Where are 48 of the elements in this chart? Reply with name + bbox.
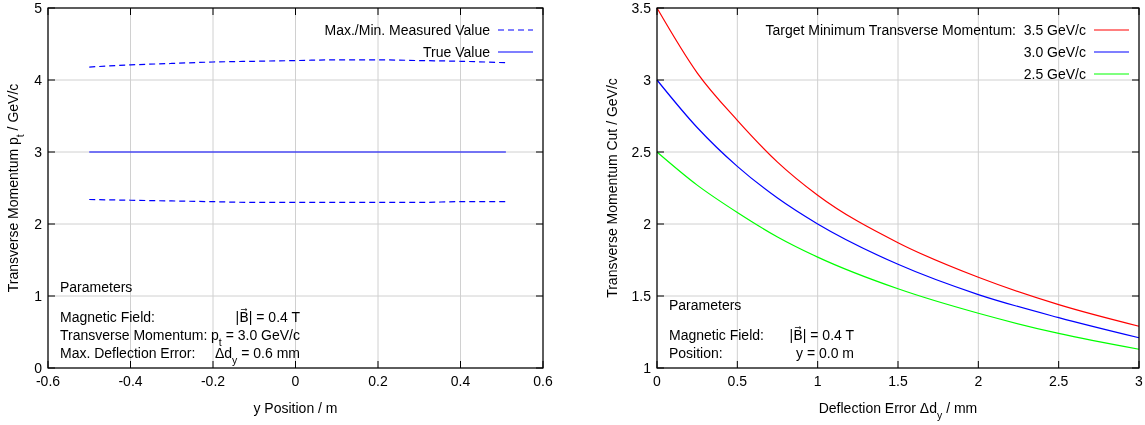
annotation: Δd$_{y}$ = 0.6 mm [214, 345, 300, 366]
y-tick-label: 3 [643, 72, 652, 88]
y-tick-label: 5 [34, 0, 43, 16]
y-axis-title: Transverse Momentum Cut / GeV/c [604, 78, 620, 298]
y-tick-label: 3.5 [631, 0, 652, 16]
y-tick-label: 1 [34, 288, 43, 304]
x-tick-label: 0 [653, 373, 662, 389]
x-tick-label: 1.5 [888, 373, 908, 389]
x-tick-label: 3 [1135, 373, 1144, 389]
x-tick-label: 2.5 [1048, 373, 1069, 389]
y-tick-label: 1 [643, 360, 652, 376]
annotation: p$_{t}$ = 3.0 GeV/c [211, 327, 300, 348]
x-tick-label: 1 [813, 373, 822, 389]
annotation: Max. Deflection Error: [60, 345, 196, 361]
annotation: Transverse Momentum: [60, 327, 208, 343]
x-tick-label: 0 [291, 373, 300, 389]
annotation: Parameters [60, 279, 133, 295]
x-axis-title: y Position / m [253, 400, 338, 416]
y-tick-label: 2 [643, 216, 652, 232]
x-tick-label: -0.4 [118, 373, 143, 389]
x-tick-label: 2 [974, 373, 983, 389]
x-tick-label: -0.6 [35, 373, 61, 389]
legend-label: True Value [423, 44, 491, 60]
x-tick-label: 0.4 [450, 373, 471, 389]
annotation: |B⃗| = 0.4 T [789, 326, 855, 343]
annotation: Magnetic Field: [60, 309, 155, 325]
legend-label: 3.0 GeV/c [1023, 44, 1086, 60]
legend-title: Target Minimum Transverse Momentum: [765, 22, 1016, 38]
legend-label: 2.5 GeV/c [1023, 66, 1086, 82]
x-tick-label: -0.2 [200, 373, 226, 389]
annotation: Magnetic Field: [669, 327, 764, 343]
y-tick-label: 4 [34, 72, 43, 88]
y-tick-label: 2.5 [631, 144, 652, 160]
annotation: y = 0.0 m [796, 345, 854, 361]
y-tick-label: 3 [34, 144, 43, 160]
line-series [88, 59, 507, 68]
x-tick-label: 0.2 [368, 373, 388, 389]
x-tick-label: 0.6 [533, 373, 553, 389]
y-tick-label: 2 [34, 216, 43, 232]
legend-label: Max./Min. Measured Value [324, 22, 491, 38]
x-tick-label: 0.5 [727, 373, 748, 389]
legend-label: 3.5 GeV/c [1023, 22, 1086, 38]
annotation: Position: [669, 345, 723, 361]
y-tick-label: 1.5 [631, 288, 652, 304]
x-axis-title: Deflection Error Δd$_{y}$ / mm [818, 400, 978, 421]
annotation: Parameters [669, 297, 742, 313]
y-tick-label: 0 [34, 360, 43, 376]
annotation: |B⃗| = 0.4 T [235, 308, 301, 325]
